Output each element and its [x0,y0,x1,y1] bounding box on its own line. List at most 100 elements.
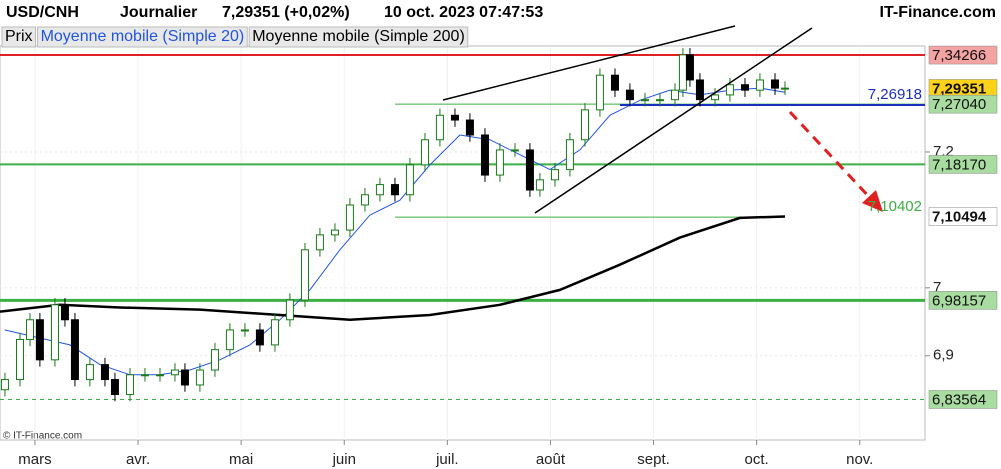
candle-body [360,194,369,206]
candle-body [110,379,119,395]
candle-body [670,89,679,101]
forecast-arrow [788,110,883,212]
level-label: 7,34266 [932,47,986,64]
candle-body [770,79,779,89]
channel-upper [442,25,736,101]
level-label: 6,83564 [932,391,986,408]
channel-lower [534,27,813,214]
level-label: 7,10494 [932,209,987,226]
candle-body [678,54,687,91]
y-tick-label: 6,9 [933,347,954,364]
symbol: USD/CNH [6,4,79,21]
candle-body [270,319,279,346]
level-label: 7,18170 [932,156,986,173]
candle-body [480,134,489,176]
candle-body [525,149,534,191]
candle-body [405,164,414,196]
legend-label: Prix [5,28,33,45]
candle-body [755,79,764,91]
x-tick-label: nov. [846,451,873,468]
level-label: 7,26918 [868,86,922,103]
candle-body [300,249,309,301]
candle-body [595,74,604,111]
candle-body [580,109,589,141]
legend-box [37,26,248,48]
level-label: 6,98157 [932,292,986,309]
x-tick-label: avr. [126,451,150,468]
level-label-box [928,94,998,114]
arrow-shaft [788,110,874,202]
period: Journalier [120,4,197,21]
candle-body [26,319,35,340]
x-tick-label: mai [229,451,253,468]
candle-body [16,338,25,381]
candle-body [60,304,69,321]
level-label-box [928,155,998,174]
candle-body [240,329,249,332]
candle-body [50,304,59,361]
candle-body [345,204,354,231]
level-label-box [928,207,998,226]
candle-body [0,379,9,391]
candle-body [315,234,324,251]
y-tick-label: 7 [933,279,941,296]
level-label-box [928,390,998,409]
x-tick-label: sept. [637,451,670,468]
candle-body [140,374,149,377]
level-label-box [928,291,998,310]
candle-body [210,349,219,371]
last-quote: 7,29351 (+0,02%) [222,4,350,21]
level-label: 7,29351 [932,80,986,97]
candle-body [740,84,749,91]
candle-body [170,369,179,376]
candle-body [610,74,619,91]
timestamp: 10 oct. 2023 07:47:53 [384,4,543,21]
legend-box [1,26,37,48]
candle-body [465,119,474,136]
candle-body [510,149,519,152]
candle-body [35,319,44,361]
candle-body [450,114,459,121]
level-label-box [928,45,998,65]
candle-body [255,329,264,346]
candle-body [156,374,165,377]
candle-body [70,319,79,381]
candle-body [535,179,544,191]
legend-label: Moyenne mobile (Simple 200) [252,28,465,45]
x-tick-label: oct. [745,451,769,468]
candle-body [180,369,189,386]
candle-body [640,99,649,102]
header: USD/CNH Journalier 7,29351 (+0,02%) 10 o… [6,4,996,21]
drawn-trendlines [442,25,813,214]
level-label: 7,27040 [932,96,986,113]
copyright: © IT-Finance.com [3,431,82,442]
candle-body [126,374,135,395]
candle-body [285,299,294,321]
candle-body [85,364,94,381]
candle-body [435,114,444,141]
candle-body [655,99,664,102]
x-tick-label: juil. [435,451,459,468]
candle-body [685,54,694,81]
moving-average [4,87,786,376]
legend: Prix Moyenne mobile (Simple 20) Moyenne mo… [1,26,469,48]
candle-body [695,79,704,101]
candle-body [710,94,719,101]
candle-body [625,89,634,101]
candle-body [495,149,504,176]
candle-body [565,139,574,171]
x-tick-label: août [536,451,566,468]
candle-body [100,364,109,381]
moving-average [0,215,786,322]
candle-body [375,184,384,196]
candle-body [195,369,204,386]
candle-body [420,139,429,166]
candle-body [330,229,339,236]
brand: IT-Finance.com [880,4,996,21]
candle-body [550,169,559,181]
arrow-head [862,190,883,212]
legend-label: Moyenne mobile (Simple 20) [41,28,245,45]
candle-body [725,84,734,96]
